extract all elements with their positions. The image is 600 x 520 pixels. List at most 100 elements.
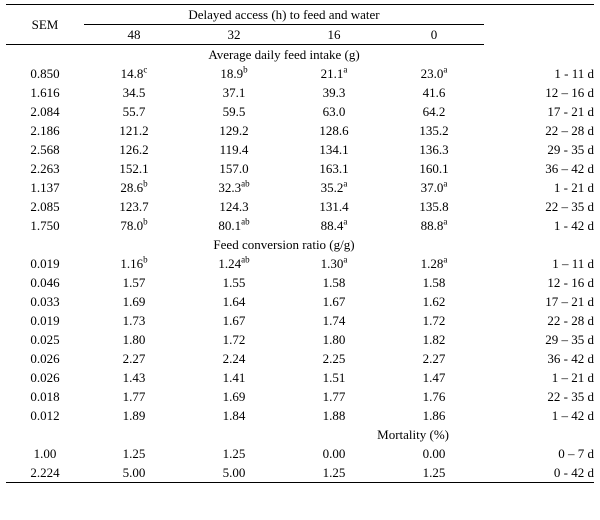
cell-48: 123.7 xyxy=(84,197,184,216)
cell-16: 21.1a xyxy=(284,64,384,83)
cell-range: 1 – 21 d xyxy=(484,368,594,387)
cell-32: 2.24 xyxy=(184,349,284,368)
cell-48: 1.73 xyxy=(84,311,184,330)
cell-0: 1.62 xyxy=(384,292,484,311)
cell-range: 0 – 7 d xyxy=(484,444,594,463)
header-delay-title: Delayed access (h) to feed and water xyxy=(84,5,484,25)
cell-0: 1.76 xyxy=(384,387,484,406)
cell-48: 34.5 xyxy=(84,83,184,102)
cell-16: 1.30a xyxy=(284,254,384,273)
cell-16: 63.0 xyxy=(284,102,384,121)
superscript: b xyxy=(143,216,148,226)
cell-48: 152.1 xyxy=(84,159,184,178)
cell-0: 135.8 xyxy=(384,197,484,216)
cell-sem: 1.616 xyxy=(6,83,84,102)
cell-32: 1.55 xyxy=(184,273,284,292)
superscript: b xyxy=(243,64,248,74)
header-blank xyxy=(484,5,594,45)
table-row: 0.0191.731.671.741.7222 - 28 d xyxy=(6,311,594,330)
cell-32: 129.2 xyxy=(184,121,284,140)
cell-sem: 0.019 xyxy=(6,254,84,273)
cell-16: 134.1 xyxy=(284,140,384,159)
superscript: a xyxy=(343,254,347,264)
table-row: 0.0251.801.721.801.8229 – 35 d xyxy=(6,330,594,349)
cell-sem: 0.018 xyxy=(6,387,84,406)
superscript: c xyxy=(143,64,147,74)
cell-32: 1.69 xyxy=(184,387,284,406)
cell-range: 1 - 21 d xyxy=(484,178,594,197)
cell-range: 22 - 28 d xyxy=(484,311,594,330)
cell-range: 36 - 42 d xyxy=(484,349,594,368)
superscript: a xyxy=(443,64,447,74)
cell-sem: 1.00 xyxy=(6,444,84,463)
cell-32: 1.25 xyxy=(184,444,284,463)
section-adfi: Average daily feed intake (g) xyxy=(6,45,594,65)
cell-48: 78.0b xyxy=(84,216,184,235)
cell-16: 128.6 xyxy=(284,121,384,140)
table-row: 2.568126.2119.4134.1136.329 - 35 d xyxy=(6,140,594,159)
spacer xyxy=(484,45,594,65)
cell-range: 12 – 16 d xyxy=(484,83,594,102)
superscript: a xyxy=(343,216,347,226)
cell-48: 1.89 xyxy=(84,406,184,425)
cell-32: 1.72 xyxy=(184,330,284,349)
table-row: 2.08455.759.563.064.217 - 21 d xyxy=(6,102,594,121)
cell-range: 17 – 21 d xyxy=(484,292,594,311)
cell-sem: 0.025 xyxy=(6,330,84,349)
cell-0: 41.6 xyxy=(384,83,484,102)
cell-0: 64.2 xyxy=(384,102,484,121)
cell-16: 131.4 xyxy=(284,197,384,216)
cell-range: 1 - 11 d xyxy=(484,64,594,83)
data-table: SEM Delayed access (h) to feed and water… xyxy=(6,4,594,483)
cell-48: 1.25 xyxy=(84,444,184,463)
header-0: 0 xyxy=(384,25,484,45)
cell-sem: 1.137 xyxy=(6,178,84,197)
cell-16: 1.51 xyxy=(284,368,384,387)
cell-0: 0.00 xyxy=(384,444,484,463)
cell-48: 5.00 xyxy=(84,463,184,483)
cell-32: 37.1 xyxy=(184,83,284,102)
cell-0: 1.58 xyxy=(384,273,484,292)
cell-16: 88.4a xyxy=(284,216,384,235)
cell-32: 1.67 xyxy=(184,311,284,330)
cell-32: 32.3ab xyxy=(184,178,284,197)
cell-48: 1.16b xyxy=(84,254,184,273)
cell-range: 29 – 35 d xyxy=(484,330,594,349)
cell-48: 55.7 xyxy=(84,102,184,121)
cell-16: 39.3 xyxy=(284,83,384,102)
cell-16: 2.25 xyxy=(284,349,384,368)
cell-0: 1.82 xyxy=(384,330,484,349)
superscript: b xyxy=(143,254,148,264)
superscript: a xyxy=(443,178,447,188)
cell-32: 1.84 xyxy=(184,406,284,425)
cell-32: 80.1ab xyxy=(184,216,284,235)
cell-sem: 1.750 xyxy=(6,216,84,235)
cell-0: 2.27 xyxy=(384,349,484,368)
cell-48: 1.80 xyxy=(84,330,184,349)
cell-sem: 2.186 xyxy=(6,121,84,140)
section-title-adfi: Average daily feed intake (g) xyxy=(84,45,484,65)
cell-48: 1.57 xyxy=(84,273,184,292)
cell-range: 12 - 16 d xyxy=(484,273,594,292)
cell-16: 1.25 xyxy=(284,463,384,483)
cell-48: 1.77 xyxy=(84,387,184,406)
table-row: 1.75078.0b80.1ab88.4a88.8a1 - 42 d xyxy=(6,216,594,235)
section-title-mort: Mortality (%) xyxy=(84,425,484,444)
cell-16: 35.2a xyxy=(284,178,384,197)
cell-range: 29 - 35 d xyxy=(484,140,594,159)
spacer xyxy=(484,235,594,254)
cell-16: 163.1 xyxy=(284,159,384,178)
cell-sem: 0.026 xyxy=(6,368,84,387)
cell-sem: 2.224 xyxy=(6,463,84,483)
superscript: a xyxy=(443,254,447,264)
cell-32: 1.64 xyxy=(184,292,284,311)
superscript: a xyxy=(343,178,347,188)
superscript: b xyxy=(143,178,148,188)
table-row: 0.0181.771.691.771.7622 - 35 d xyxy=(6,387,594,406)
cell-16: 1.74 xyxy=(284,311,384,330)
cell-sem: 0.026 xyxy=(6,349,84,368)
cell-48: 1.43 xyxy=(84,368,184,387)
superscript: a xyxy=(443,216,447,226)
cell-range: 22 – 35 d xyxy=(484,197,594,216)
cell-32: 59.5 xyxy=(184,102,284,121)
